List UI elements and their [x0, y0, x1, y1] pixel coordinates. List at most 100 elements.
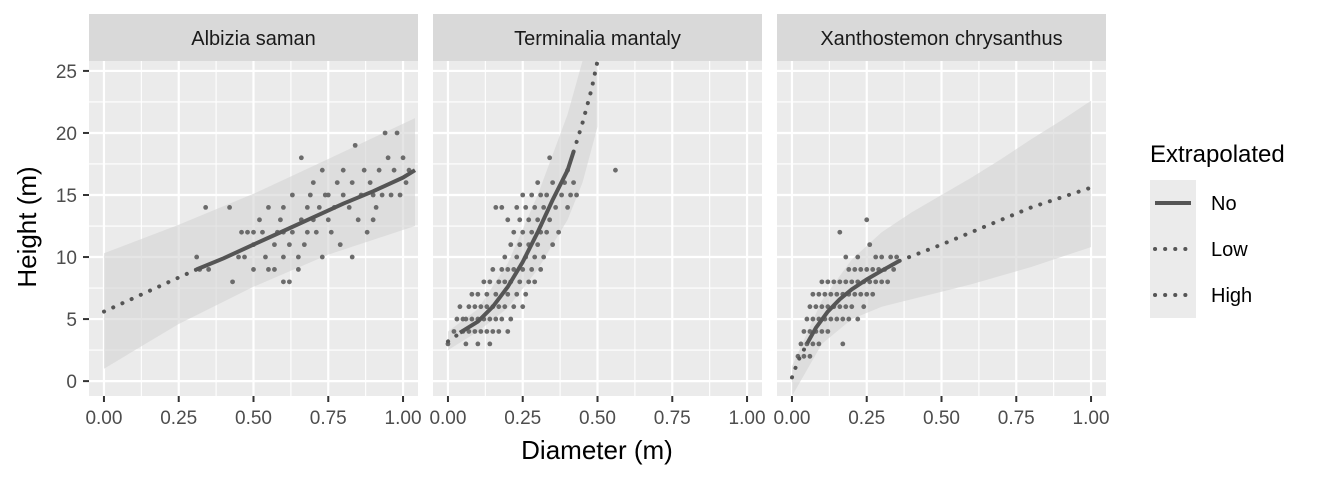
data-point — [526, 217, 532, 223]
data-point — [816, 291, 822, 297]
data-point — [400, 155, 406, 161]
data-point — [532, 205, 538, 210]
data-point — [526, 279, 532, 285]
data-point — [529, 267, 535, 272]
confidence-ribbon — [792, 100, 1091, 396]
x-tick-label: 0.25 — [848, 408, 885, 429]
data-point — [532, 279, 538, 285]
data-point — [397, 192, 403, 198]
data-point — [206, 267, 212, 272]
data-point — [511, 229, 517, 235]
data-layer — [790, 100, 1093, 396]
data-point — [834, 291, 840, 297]
data-point — [484, 329, 490, 334]
data-point — [843, 254, 849, 260]
data-point — [843, 279, 849, 285]
legend-entries: No Low High — [1150, 180, 1252, 318]
facet-strip — [777, 14, 1106, 61]
y-tick-label: 25 — [56, 62, 77, 83]
x-tick-label: 0.25 — [160, 408, 197, 429]
data-point — [816, 341, 822, 347]
legend: Extrapolated No Low High — [1150, 141, 1285, 318]
data-point — [469, 291, 475, 297]
data-point — [550, 180, 556, 185]
data-point — [514, 291, 520, 297]
data-point — [304, 205, 310, 210]
data-point — [846, 316, 852, 322]
data-point — [801, 353, 807, 359]
data-point — [286, 279, 292, 285]
data-point — [239, 229, 244, 235]
facet-panels: Albizia saman Terminalia mantaly Xanthoste… — [89, 14, 1106, 396]
x-tick-label: 0.00 — [85, 408, 122, 429]
data-point — [541, 254, 547, 260]
data-point — [837, 279, 843, 285]
x-tick-label: 1.00 — [1073, 408, 1110, 429]
data-point — [520, 192, 526, 198]
data-point — [493, 316, 499, 322]
x-tick-label: 0.50 — [235, 408, 272, 429]
data-point — [505, 267, 511, 272]
data-point — [487, 316, 493, 322]
data-point — [325, 217, 331, 223]
data-point — [340, 192, 346, 198]
legend-label: High — [1211, 285, 1252, 307]
data-point — [891, 267, 897, 272]
data-point — [466, 329, 472, 334]
data-point — [870, 267, 876, 272]
x-tick-label: 0.50 — [579, 408, 616, 429]
facet-panel: Albizia saman — [89, 14, 418, 396]
data-point — [514, 254, 520, 260]
x-tick-label: 0.00 — [429, 408, 466, 429]
data-point — [529, 192, 535, 198]
data-point — [828, 291, 834, 297]
data-point — [825, 329, 831, 334]
data-point — [328, 229, 334, 235]
data-point — [505, 291, 511, 297]
data-point — [334, 180, 340, 185]
data-point — [394, 130, 400, 136]
data-point — [499, 205, 505, 210]
y-axis: 0 5 10 15 20 25 — [56, 62, 89, 393]
data-point — [281, 205, 286, 210]
data-point — [864, 217, 870, 223]
data-point — [263, 254, 268, 260]
data-point — [849, 279, 855, 285]
data-point — [846, 267, 852, 272]
data-point — [840, 316, 846, 322]
x-tick-label: 0.25 — [504, 408, 541, 429]
data-point — [478, 329, 484, 334]
data-point — [310, 180, 316, 185]
data-point — [523, 205, 529, 210]
data-point — [379, 192, 385, 198]
data-point — [499, 267, 505, 272]
facet-panel: Xanthostemon chrysanthus — [777, 14, 1106, 396]
data-point — [807, 304, 813, 310]
data-point — [367, 180, 373, 185]
data-point — [568, 192, 573, 198]
fit-line-low — [102, 267, 199, 314]
data-point — [490, 267, 496, 272]
data-point — [508, 316, 514, 322]
fit-line-no — [195, 168, 417, 272]
data-point — [352, 142, 358, 148]
data-point — [535, 217, 541, 223]
data-point — [370, 217, 376, 223]
data-point — [864, 291, 870, 297]
data-point — [355, 217, 361, 223]
data-point — [834, 316, 840, 322]
data-point — [804, 316, 810, 322]
data-point — [307, 192, 313, 198]
data-point — [810, 316, 816, 322]
data-point — [257, 217, 262, 223]
x-tick-label: 0.75 — [998, 408, 1035, 429]
data-point — [251, 229, 256, 235]
data-point — [819, 304, 825, 310]
x-tick-label: 0.00 — [773, 408, 810, 429]
data-point — [325, 192, 331, 198]
data-point — [855, 254, 861, 260]
y-tick-label: 5 — [66, 310, 77, 331]
data-point — [559, 192, 565, 198]
